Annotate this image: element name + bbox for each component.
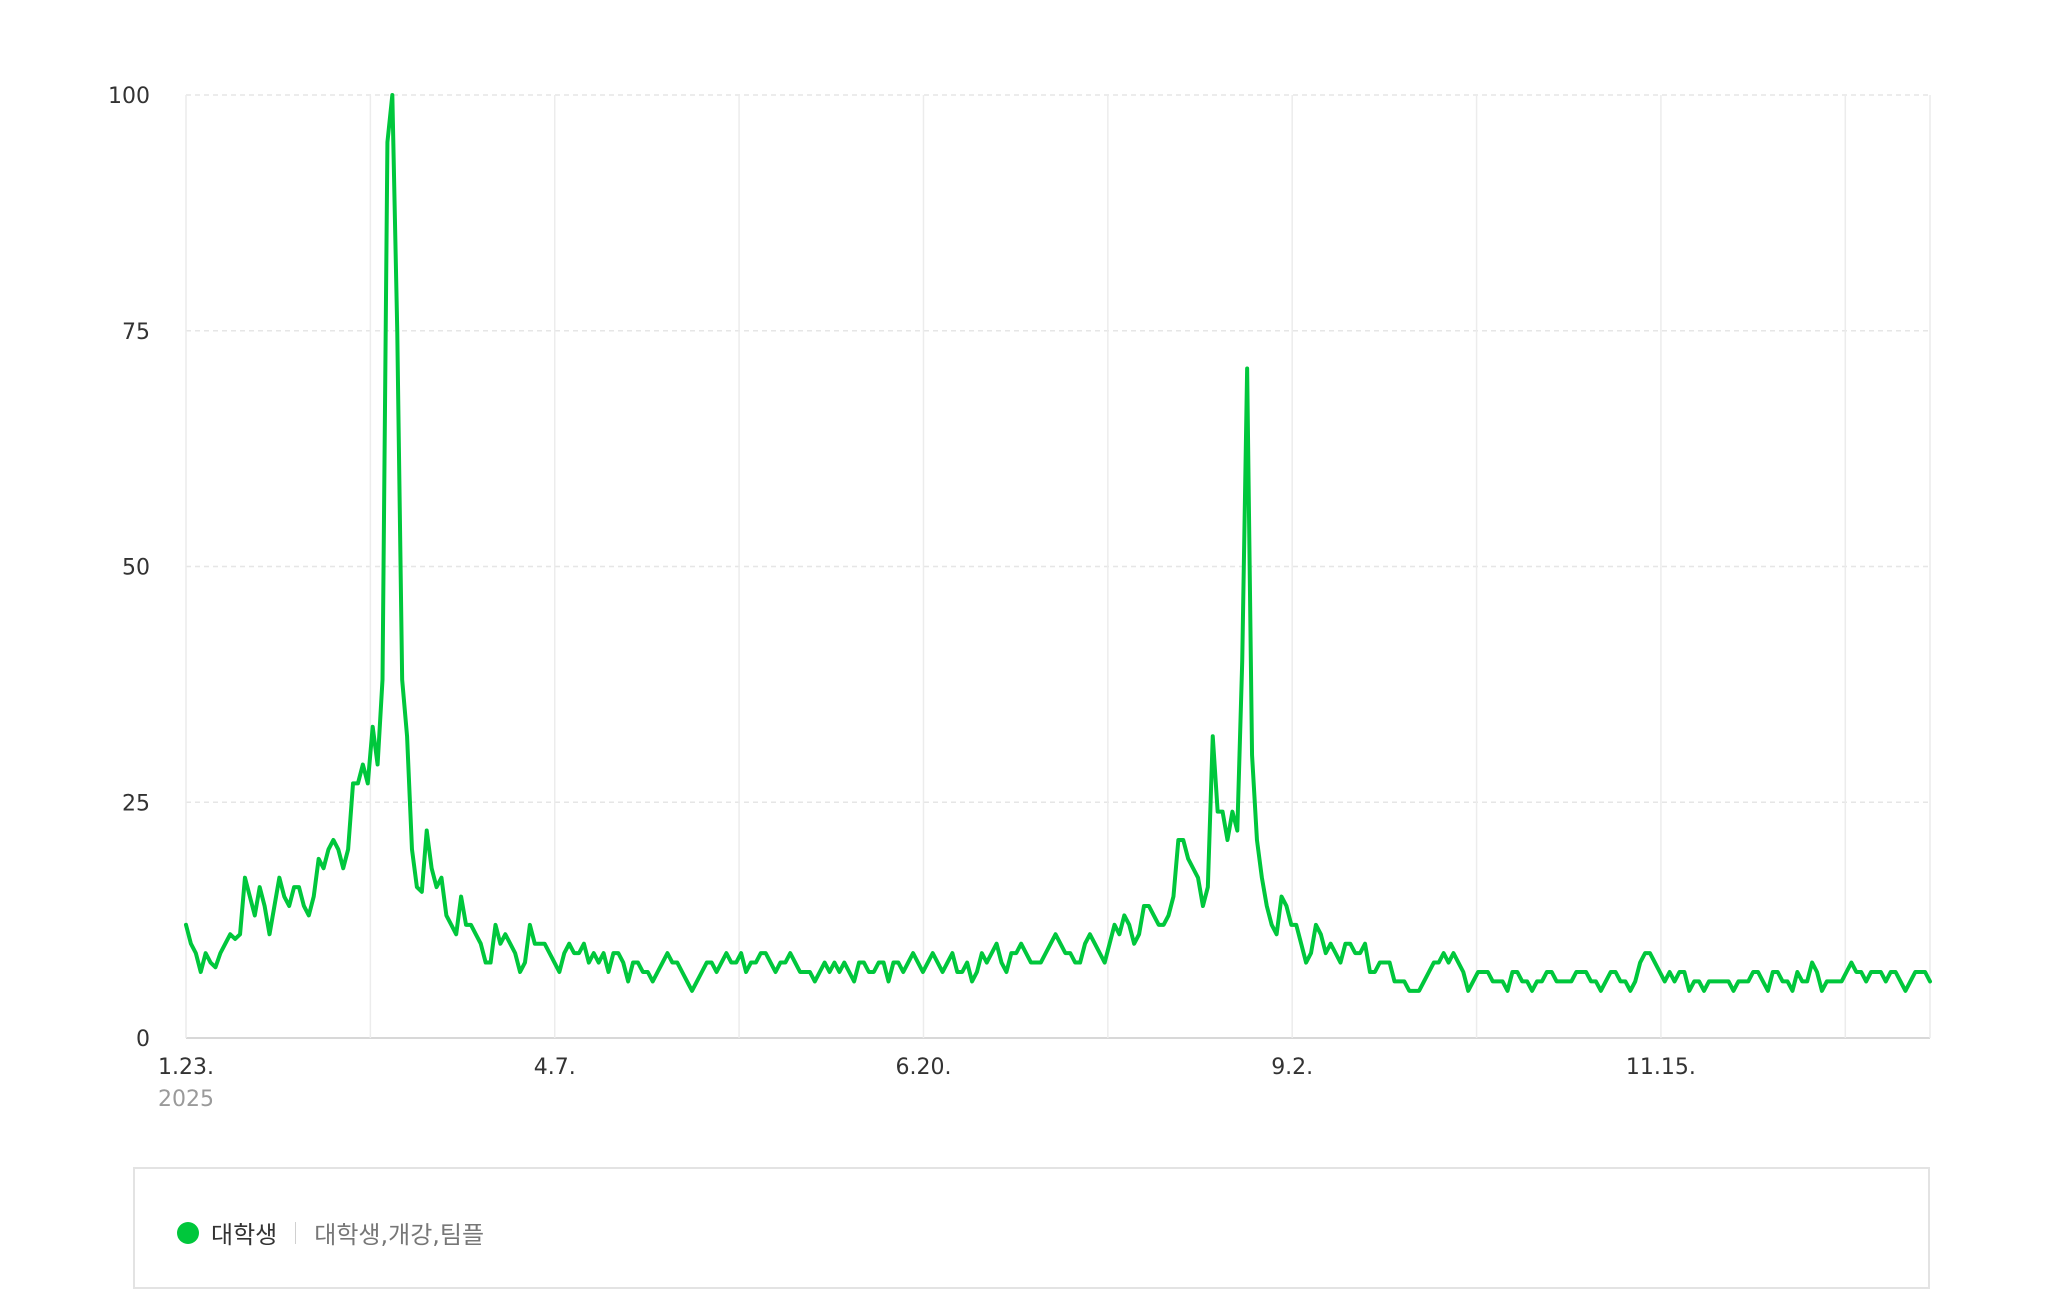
y-tick-label: 0	[136, 1027, 150, 1052]
legend-item[interactable]: 대학생 대학생,개강,팀플	[177, 1215, 484, 1250]
y-tick-label: 25	[122, 791, 150, 816]
x-tick-label: 4.7.	[534, 1055, 576, 1080]
y-tick-label: 50	[122, 556, 150, 581]
series-line-대학생[interactable]	[184, 93, 1932, 993]
x-year-label: 2025	[158, 1087, 214, 1112]
x-tick-label: 11.15.	[1626, 1055, 1696, 1080]
y-axis: 0 25 50 75 100	[108, 84, 150, 1052]
y-tick-label: 75	[122, 320, 150, 345]
x-tick-label: 6.20.	[895, 1055, 951, 1080]
legend-color-dot	[177, 1221, 199, 1244]
x-tick-label: 9.2.	[1271, 1055, 1313, 1080]
legend-series-name: 대학생	[211, 1221, 278, 1249]
x-axis: 1.23. 4.7. 6.20. 9.2. 11.15. 2025	[158, 1055, 1696, 1112]
legend-keywords: 대학생,개강,팀플	[314, 1221, 485, 1249]
chart-grid	[185, 94, 1931, 1039]
y-tick-label: 100	[108, 84, 150, 109]
legend-panel: 대학생 대학생,개강,팀플	[133, 1167, 1930, 1289]
legend-divider	[295, 1221, 297, 1244]
x-tick-label: 1.23.	[158, 1055, 214, 1080]
trend-chart: 0 25 50 75 100 1.23. 4.7. 6.20. 9.2. 11.15. 2025	[108, 84, 1932, 1112]
